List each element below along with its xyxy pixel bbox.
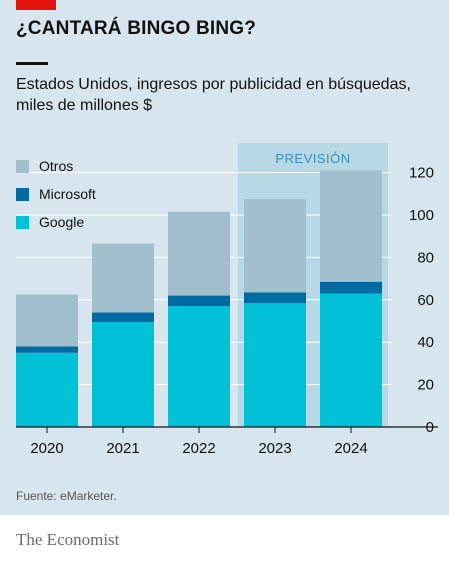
y-tick-label-80: 80: [417, 249, 434, 266]
x-tick-label-2024: 2024: [334, 440, 367, 457]
brand-logo: The Economist: [16, 530, 120, 549]
legend-item-otros: Otros: [16, 152, 96, 180]
x-tick-label-2021: 2021: [106, 440, 139, 457]
y-tick-label-60: 60: [417, 292, 434, 309]
y-tick-label-20: 20: [417, 377, 434, 394]
bar-otros-2023: [244, 199, 306, 293]
legend-swatch-google: [16, 215, 29, 229]
red-tag: [16, 0, 56, 10]
legend-swatch-microsoft: [16, 187, 29, 201]
legend-swatch-otros: [16, 159, 29, 173]
bar-google-2022: [168, 306, 230, 427]
bar-otros-2021: [92, 243, 154, 313]
source-note: Fuente: eMarketer.: [16, 489, 117, 503]
bar-microsoft-2024: [320, 281, 382, 294]
legend-item-google: Google: [16, 208, 96, 236]
chart-title: ¿CANTARÁ BINGO BING?: [16, 18, 257, 39]
bar-google-2020: [16, 352, 78, 427]
bar-microsoft-2020: [16, 346, 78, 353]
x-tick-label-2022: 2022: [182, 440, 215, 457]
stacked-bar-chart: PREVISIÓN0204060801001202020202120222023…: [16, 143, 438, 457]
bar-otros-2022: [168, 211, 230, 296]
bar-google-2023: [244, 302, 306, 427]
y-tick-label-40: 40: [417, 334, 434, 351]
bar-microsoft-2022: [168, 295, 230, 307]
legend-label-microsoft: Microsoft: [39, 186, 96, 202]
y-tick-label-100: 100: [409, 207, 434, 224]
bar-microsoft-2023: [244, 292, 306, 303]
x-tick-label-2020: 2020: [30, 440, 63, 457]
footer: The Economist: [0, 515, 449, 567]
legend-label-google: Google: [39, 214, 85, 230]
title-rule: [16, 62, 48, 65]
x-tick-label-2023: 2023: [258, 440, 291, 457]
chart-subtitle: Estados Unidos, ingresos por publicidad …: [16, 76, 411, 114]
bar-google-2024: [320, 293, 382, 427]
legend-label-otros: Otros: [39, 158, 74, 174]
legend: Otros Microsoft Google: [16, 152, 96, 236]
bar-otros-2020: [16, 294, 78, 347]
y-tick-label-120: 120: [409, 165, 434, 182]
legend-item-microsoft: Microsoft: [16, 180, 96, 208]
bar-microsoft-2021: [92, 312, 154, 323]
bar-google-2021: [92, 322, 154, 427]
forecast-label: PREVISIÓN: [275, 151, 350, 166]
bar-otros-2024: [320, 170, 382, 282]
